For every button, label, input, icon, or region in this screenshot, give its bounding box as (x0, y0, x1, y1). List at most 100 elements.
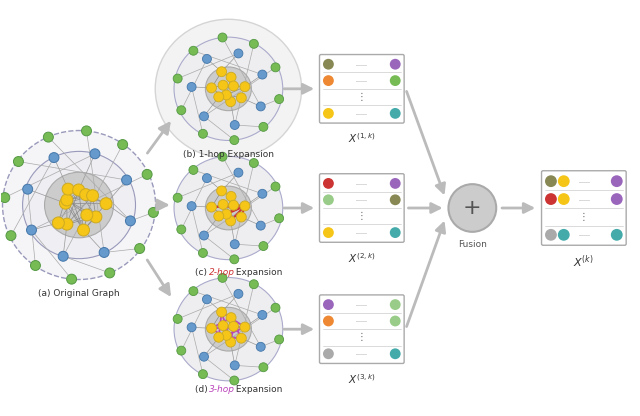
Text: $X^{(2,k)}$: $X^{(2,k)}$ (348, 251, 376, 265)
Circle shape (189, 287, 198, 296)
Ellipse shape (3, 131, 156, 280)
Circle shape (323, 108, 334, 119)
Circle shape (228, 322, 239, 332)
Ellipse shape (174, 277, 283, 381)
Circle shape (390, 178, 401, 189)
Circle shape (173, 314, 182, 323)
Circle shape (258, 189, 267, 198)
Circle shape (323, 59, 334, 69)
Circle shape (221, 90, 232, 100)
Circle shape (545, 193, 557, 205)
Circle shape (67, 274, 77, 284)
Circle shape (148, 208, 158, 218)
Circle shape (221, 330, 232, 340)
Circle shape (6, 231, 16, 240)
Circle shape (216, 67, 227, 77)
Circle shape (230, 136, 239, 145)
Circle shape (218, 152, 227, 161)
FancyBboxPatch shape (319, 54, 404, 123)
Text: 2-hop: 2-hop (209, 267, 234, 277)
Text: ......: ...... (578, 232, 590, 237)
Circle shape (230, 376, 239, 385)
Circle shape (226, 216, 236, 226)
Text: +: + (463, 198, 482, 218)
Text: ⋮: ⋮ (357, 211, 367, 221)
Ellipse shape (205, 307, 252, 351)
Text: Fusion: Fusion (458, 240, 487, 249)
Circle shape (258, 310, 267, 319)
Text: $X^{(3,k)}$: $X^{(3,k)}$ (348, 372, 376, 386)
Circle shape (90, 149, 100, 159)
Circle shape (214, 332, 224, 342)
Circle shape (221, 209, 232, 219)
Circle shape (390, 59, 401, 69)
Text: ......: ...... (356, 78, 368, 83)
Text: ......: ...... (356, 230, 368, 235)
Text: Expansion: Expansion (234, 267, 283, 277)
Circle shape (390, 316, 401, 327)
Circle shape (230, 361, 239, 370)
Ellipse shape (205, 67, 252, 111)
Circle shape (218, 273, 227, 282)
Circle shape (198, 370, 207, 379)
Text: ......: ...... (578, 197, 590, 202)
Circle shape (558, 193, 570, 205)
Circle shape (230, 255, 239, 264)
Ellipse shape (45, 172, 113, 238)
Circle shape (240, 201, 250, 211)
Circle shape (234, 290, 243, 298)
Circle shape (218, 33, 227, 42)
Circle shape (61, 218, 73, 230)
Circle shape (611, 193, 623, 205)
Circle shape (200, 231, 209, 240)
Circle shape (390, 75, 401, 86)
Circle shape (236, 212, 246, 222)
Circle shape (226, 97, 236, 106)
Circle shape (198, 248, 207, 258)
FancyBboxPatch shape (541, 171, 626, 245)
Circle shape (44, 132, 53, 142)
Circle shape (611, 229, 623, 241)
Circle shape (271, 182, 280, 191)
Text: 3-hop: 3-hop (209, 385, 234, 394)
Circle shape (125, 216, 136, 226)
Circle shape (275, 94, 284, 104)
Circle shape (73, 184, 84, 196)
Circle shape (323, 299, 334, 310)
Circle shape (390, 194, 401, 205)
Circle shape (60, 197, 72, 209)
Circle shape (256, 102, 265, 111)
Circle shape (259, 242, 268, 250)
Text: ......: ...... (356, 111, 368, 116)
FancyBboxPatch shape (319, 295, 404, 364)
Ellipse shape (174, 156, 283, 260)
Circle shape (449, 184, 496, 232)
Circle shape (189, 46, 198, 55)
Ellipse shape (205, 186, 252, 230)
Circle shape (228, 81, 239, 91)
Circle shape (216, 307, 227, 317)
Circle shape (558, 175, 570, 187)
Circle shape (240, 82, 250, 92)
Circle shape (177, 225, 186, 234)
Text: ......: ...... (356, 197, 368, 202)
Circle shape (200, 112, 209, 121)
Circle shape (545, 229, 557, 241)
Circle shape (218, 80, 228, 90)
Text: ......: ...... (578, 179, 590, 184)
Circle shape (390, 227, 401, 238)
Circle shape (240, 322, 250, 332)
Circle shape (258, 70, 267, 79)
Text: ......: ...... (356, 302, 368, 307)
Circle shape (58, 251, 68, 261)
Circle shape (142, 169, 152, 179)
Circle shape (81, 209, 93, 221)
Circle shape (187, 202, 196, 210)
Circle shape (122, 175, 132, 185)
Circle shape (228, 200, 239, 210)
Circle shape (236, 333, 246, 343)
Circle shape (61, 194, 73, 206)
Circle shape (250, 158, 259, 168)
Circle shape (323, 227, 334, 238)
Circle shape (611, 175, 623, 187)
